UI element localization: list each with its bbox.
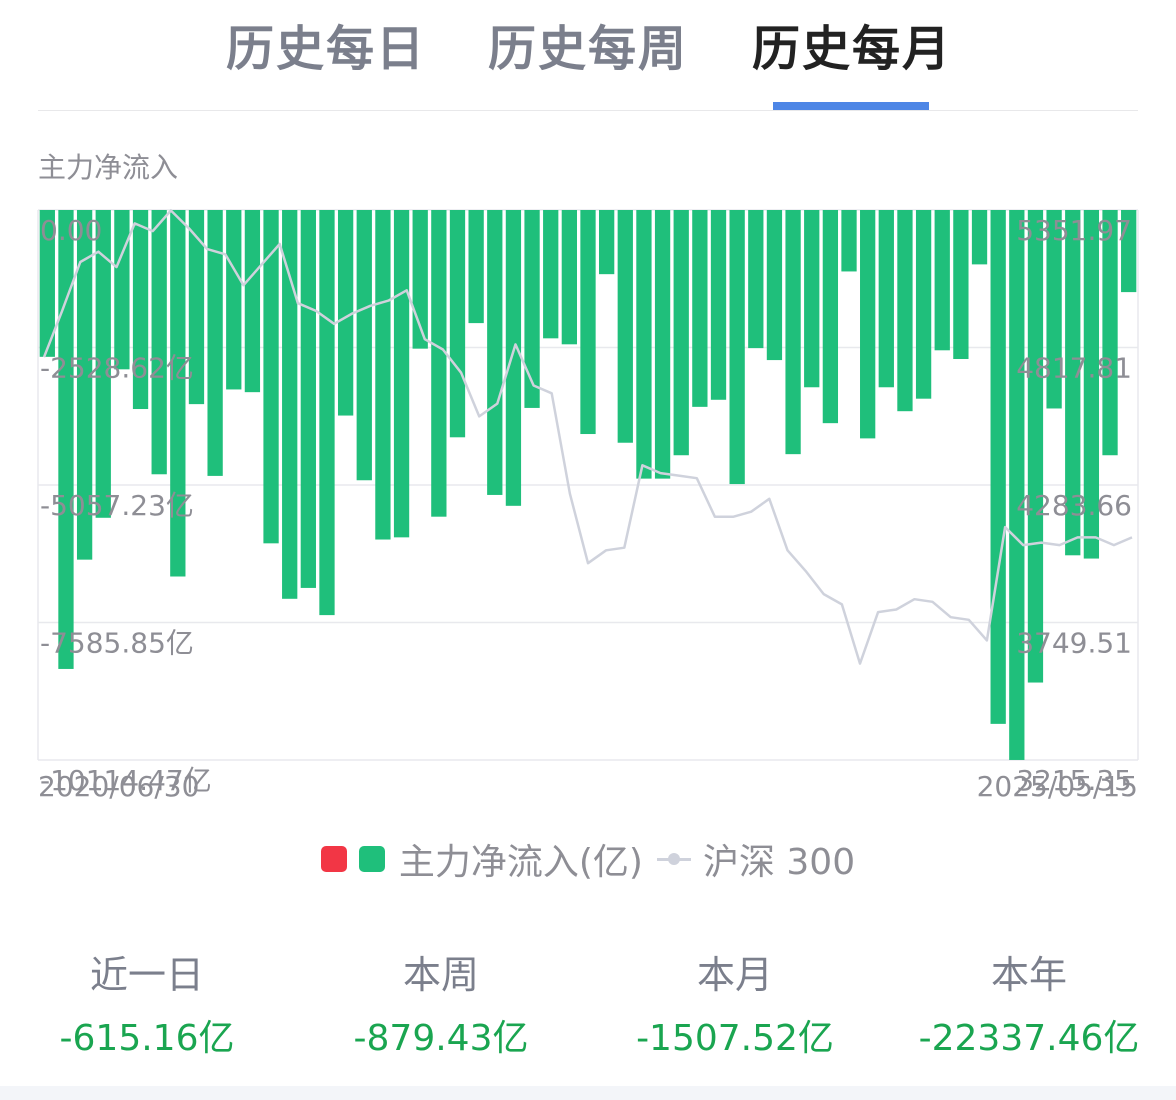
y2-tick-label: 4817.81 [1016, 352, 1132, 385]
x-start-label: 2020/06/30 [38, 770, 199, 803]
bar [263, 210, 279, 544]
stat-label: 本月 [696, 953, 773, 997]
bar [580, 210, 596, 435]
y2-tick-label: 3215.35 [1016, 764, 1132, 797]
x-end-label: 2025/05/15 [977, 770, 1138, 803]
bar [636, 210, 652, 479]
bar [1046, 210, 1062, 409]
tabs-divider [38, 110, 1138, 111]
bar [487, 210, 503, 495]
bar [617, 210, 633, 443]
negative-bar-swatch-icon [358, 846, 385, 872]
bar [207, 210, 223, 476]
bar [244, 210, 261, 393]
y2-tick-label: 3749.51 [1016, 627, 1132, 660]
bar [76, 210, 93, 560]
bar [449, 210, 466, 438]
positive-bar-swatch-icon [320, 846, 347, 872]
stat-this-week: 本周 -879.43亿 [294, 948, 588, 1064]
y-tick-label: 0.00 [40, 214, 102, 247]
bar [860, 210, 876, 439]
bar [710, 210, 727, 400]
bar [766, 210, 783, 361]
bar [934, 210, 950, 351]
y-tick-label: -5057.23亿 [40, 489, 194, 522]
tab-monthly-history[interactable]: 历史每月 [752, 21, 953, 77]
line-series-icon [656, 849, 691, 869]
bar [468, 210, 484, 324]
bar [729, 210, 745, 485]
bar [300, 210, 316, 588]
bar [1121, 210, 1137, 293]
stat-label: 本年 [990, 953, 1067, 997]
y-tick-label: -2528.62亿 [40, 352, 194, 385]
bar [1009, 210, 1025, 760]
bar [878, 210, 894, 388]
stat-value: -22337.46亿 [918, 1018, 1140, 1059]
net-inflow-chart: 0.00 5351.97 -2528.62亿 4817.81 -5057.23亿 4283… [37, 209, 1139, 803]
bar [543, 210, 559, 339]
bar [673, 210, 689, 456]
bar [505, 210, 522, 506]
bar [524, 210, 540, 408]
bar [915, 210, 932, 399]
bar [375, 210, 391, 540]
bar [319, 210, 335, 616]
bar [1083, 210, 1100, 559]
bar [692, 210, 708, 407]
bar [226, 210, 242, 390]
active-tab-indicator [773, 102, 929, 110]
bar [151, 210, 167, 475]
y-tick-label: -7585.85亿 [40, 627, 194, 660]
y2-tick-label: 5351.97 [1016, 214, 1132, 247]
y2-tick-label: 4283.66 [1016, 489, 1132, 522]
bar [953, 210, 969, 359]
bar [1027, 210, 1044, 683]
bar [282, 210, 298, 599]
legend-line-label: 沪深 300 [702, 842, 856, 883]
bar [95, 210, 111, 518]
tab-weekly-history[interactable]: 历史每周 [488, 21, 689, 77]
bar [1102, 210, 1118, 456]
bar [971, 210, 988, 265]
bar [393, 210, 410, 538]
bar [654, 210, 671, 479]
period-tabs: 历史每日 历史每周 历史每月 [0, 0, 1176, 112]
bar [114, 210, 130, 370]
bar [785, 210, 801, 455]
bar [599, 210, 615, 275]
bar [804, 210, 820, 388]
bar [561, 210, 577, 345]
bar [748, 210, 764, 349]
stat-this-month: 本月 -1507.52亿 [588, 948, 882, 1064]
bar [188, 210, 205, 405]
tab-daily-history[interactable]: 历史每日 [226, 21, 427, 77]
stat-label: 本周 [402, 953, 479, 997]
bar [170, 210, 186, 577]
bar [132, 210, 149, 410]
bar [822, 210, 839, 424]
stat-value: -879.43亿 [353, 1018, 529, 1059]
stat-label: 近一日 [89, 953, 204, 997]
y-tick-label: -10114.47亿 [40, 764, 212, 797]
bar [39, 210, 55, 357]
chart-label: 主力净流入 [38, 151, 179, 184]
bar [431, 210, 447, 517]
bar [897, 210, 913, 412]
stat-value: -615.16亿 [59, 1018, 235, 1059]
bar [841, 210, 857, 272]
legend-bars-label: 主力净流入(亿) [398, 842, 643, 883]
bar [337, 210, 354, 416]
stat-this-year: 本年 -22337.46亿 [882, 948, 1176, 1064]
stat-value: -1507.52亿 [636, 1018, 834, 1059]
bar [58, 210, 74, 669]
bar [1065, 210, 1081, 556]
stat-last-day: 近一日 -615.16亿 [0, 948, 294, 1064]
summary-stats: 近一日 -615.16亿 本周 -879.43亿 本月 -1507.52亿 本年… [0, 948, 1176, 1068]
chart-legend: 主力净流入(亿) 沪深 300 [0, 836, 1176, 883]
bar [990, 210, 1006, 724]
bottom-band [0, 1086, 1176, 1100]
bar [356, 210, 372, 481]
hs300-line [42, 209, 1133, 665]
